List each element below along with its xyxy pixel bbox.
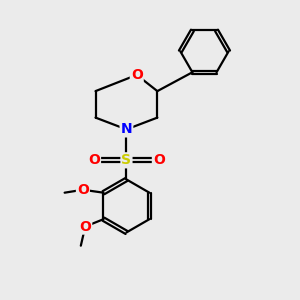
Text: S: S — [122, 153, 131, 167]
Text: O: O — [153, 153, 165, 167]
Text: O: O — [131, 68, 143, 82]
Text: O: O — [79, 220, 91, 234]
Text: N: N — [121, 122, 132, 136]
Text: O: O — [88, 153, 100, 167]
Text: O: O — [77, 183, 89, 197]
